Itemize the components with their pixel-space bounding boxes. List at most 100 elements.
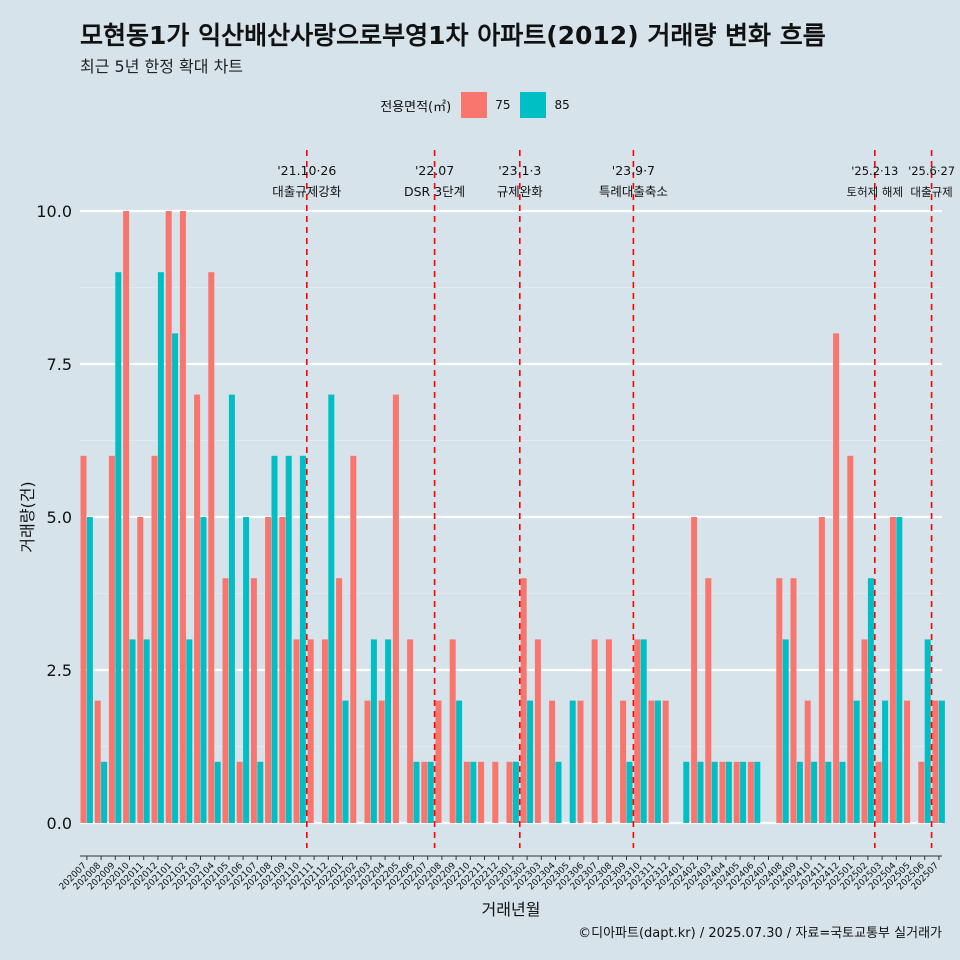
bar-75-202111 xyxy=(307,639,314,823)
y-tick-label: 0.0 xyxy=(47,814,72,833)
event-date: '25.6·27 xyxy=(908,164,955,178)
bar-75-202112 xyxy=(321,639,328,823)
bar-75-202312 xyxy=(662,700,669,823)
bar-75-202311 xyxy=(648,700,655,823)
bar-75-202107 xyxy=(250,578,257,823)
bar-85-202507 xyxy=(938,700,945,823)
bar-75-202204 xyxy=(378,700,385,823)
bar-75-202307 xyxy=(591,639,598,823)
bar-85-202302 xyxy=(527,700,534,823)
event-date: '25.2·13 xyxy=(851,164,898,178)
bar-85-202103 xyxy=(200,517,207,823)
bar-75-202011 xyxy=(137,517,144,823)
x-axis-title: 거래년월 xyxy=(482,900,541,919)
bar-75-202502 xyxy=(861,639,868,823)
bar-85-202107 xyxy=(257,761,264,823)
bar-85-202210 xyxy=(470,761,477,823)
bar-75-202308 xyxy=(605,639,612,823)
bar-85-202009 xyxy=(115,272,122,823)
event-label: 대출규제강화 xyxy=(272,184,342,199)
bar-85-202304 xyxy=(555,761,562,823)
bar-85-202101 xyxy=(172,333,179,823)
bar-75-202201 xyxy=(336,578,343,823)
bar-85-202311 xyxy=(654,700,661,823)
y-axis-title: 거래량(건) xyxy=(18,481,37,552)
bar-75-202402 xyxy=(691,517,698,823)
bar-75-202404 xyxy=(719,761,726,823)
bar-85-202109 xyxy=(285,455,292,823)
event-date: '23.1·3 xyxy=(498,163,541,178)
bar-75-202208 xyxy=(435,700,442,823)
source-caption: ©디아파트(dapt.kr) / 2025.07.30 / 자료=국토교통부 실… xyxy=(578,926,942,941)
bar-85-202310 xyxy=(640,639,647,823)
event-label: DSR 3단계 xyxy=(404,184,465,199)
event-date: '23.9·7 xyxy=(612,163,655,178)
legend-key-75 xyxy=(461,92,488,118)
bar-75-202408 xyxy=(776,578,783,823)
bar-85-202406 xyxy=(754,761,761,823)
bar-75-202007 xyxy=(80,455,87,823)
bar-75-202406 xyxy=(747,761,754,823)
legend: 전용면적(㎡) 75 85 xyxy=(0,92,960,118)
bar-85-202008 xyxy=(101,761,108,823)
bar-75-202507 xyxy=(932,700,939,823)
y-tick-label: 2.5 xyxy=(47,661,72,680)
event-label: 규제완화 xyxy=(497,184,544,199)
bar-85-202207 xyxy=(427,761,434,823)
event-date: '22.07 xyxy=(415,163,454,178)
bar-85-202301 xyxy=(512,761,519,823)
bar-85-202503 xyxy=(882,700,889,823)
event-label: 특례대출축소 xyxy=(599,184,668,199)
bar-75-202503 xyxy=(875,761,882,823)
bar-75-202310 xyxy=(634,639,641,823)
bar-85-202203 xyxy=(370,639,377,823)
bar-75-202101 xyxy=(165,211,172,823)
bar-75-202409 xyxy=(790,578,797,823)
bar-85-202506 xyxy=(924,639,931,823)
bar-85-202408 xyxy=(782,639,789,823)
bar-75-202304 xyxy=(549,700,556,823)
bar-85-202404 xyxy=(725,761,732,823)
bar-75-202012 xyxy=(151,455,158,823)
bar-85-202201 xyxy=(342,700,349,823)
bar-85-202010 xyxy=(129,639,136,823)
bar-75-202411 xyxy=(818,517,825,823)
bar-85-202108 xyxy=(271,455,278,823)
bar-75-202303 xyxy=(534,639,541,823)
bar-75-202505 xyxy=(904,700,911,823)
bar-85-202502 xyxy=(867,578,874,823)
bar-85-202412 xyxy=(839,761,846,823)
bar-85-202403 xyxy=(711,761,718,823)
chart-subtitle: 최근 5년 한정 확대 차트 xyxy=(80,57,244,76)
bar-85-202410 xyxy=(811,761,818,823)
chart-title: 모현동1가 익산배산사랑으로부영1차 아파트(2012) 거래량 변화 흐름 xyxy=(80,21,826,50)
bar-75-202103 xyxy=(194,394,201,823)
bar-75-202210 xyxy=(463,761,470,823)
bar-85-202104 xyxy=(214,761,221,823)
bar-75-202104 xyxy=(208,272,215,823)
bar-75-202108 xyxy=(265,517,272,823)
bar-85-202102 xyxy=(186,639,193,823)
y-tick-label: 7.5 xyxy=(47,355,72,374)
bar-85-202305 xyxy=(569,700,576,823)
y-tick-label: 10.0 xyxy=(36,202,72,221)
bar-85-202012 xyxy=(157,272,164,823)
bar-85-202206 xyxy=(413,761,420,823)
y-tick-label: 5.0 xyxy=(47,508,72,527)
bar-75-202105 xyxy=(222,578,229,823)
bar-75-202109 xyxy=(279,517,286,823)
legend-label-85: 85 xyxy=(554,98,570,112)
bar-75-202212 xyxy=(492,761,499,823)
bar-75-202211 xyxy=(478,761,485,823)
bar-75-202203 xyxy=(364,700,371,823)
bar-85-202401 xyxy=(683,761,690,823)
bar-75-202506 xyxy=(918,761,925,823)
bar-75-202405 xyxy=(733,761,740,823)
bar-75-202010 xyxy=(123,211,130,823)
bar-75-202309 xyxy=(620,700,627,823)
bar-85-202405 xyxy=(740,761,747,823)
bar-75-202302 xyxy=(520,578,527,823)
bar-85-202204 xyxy=(385,639,392,823)
